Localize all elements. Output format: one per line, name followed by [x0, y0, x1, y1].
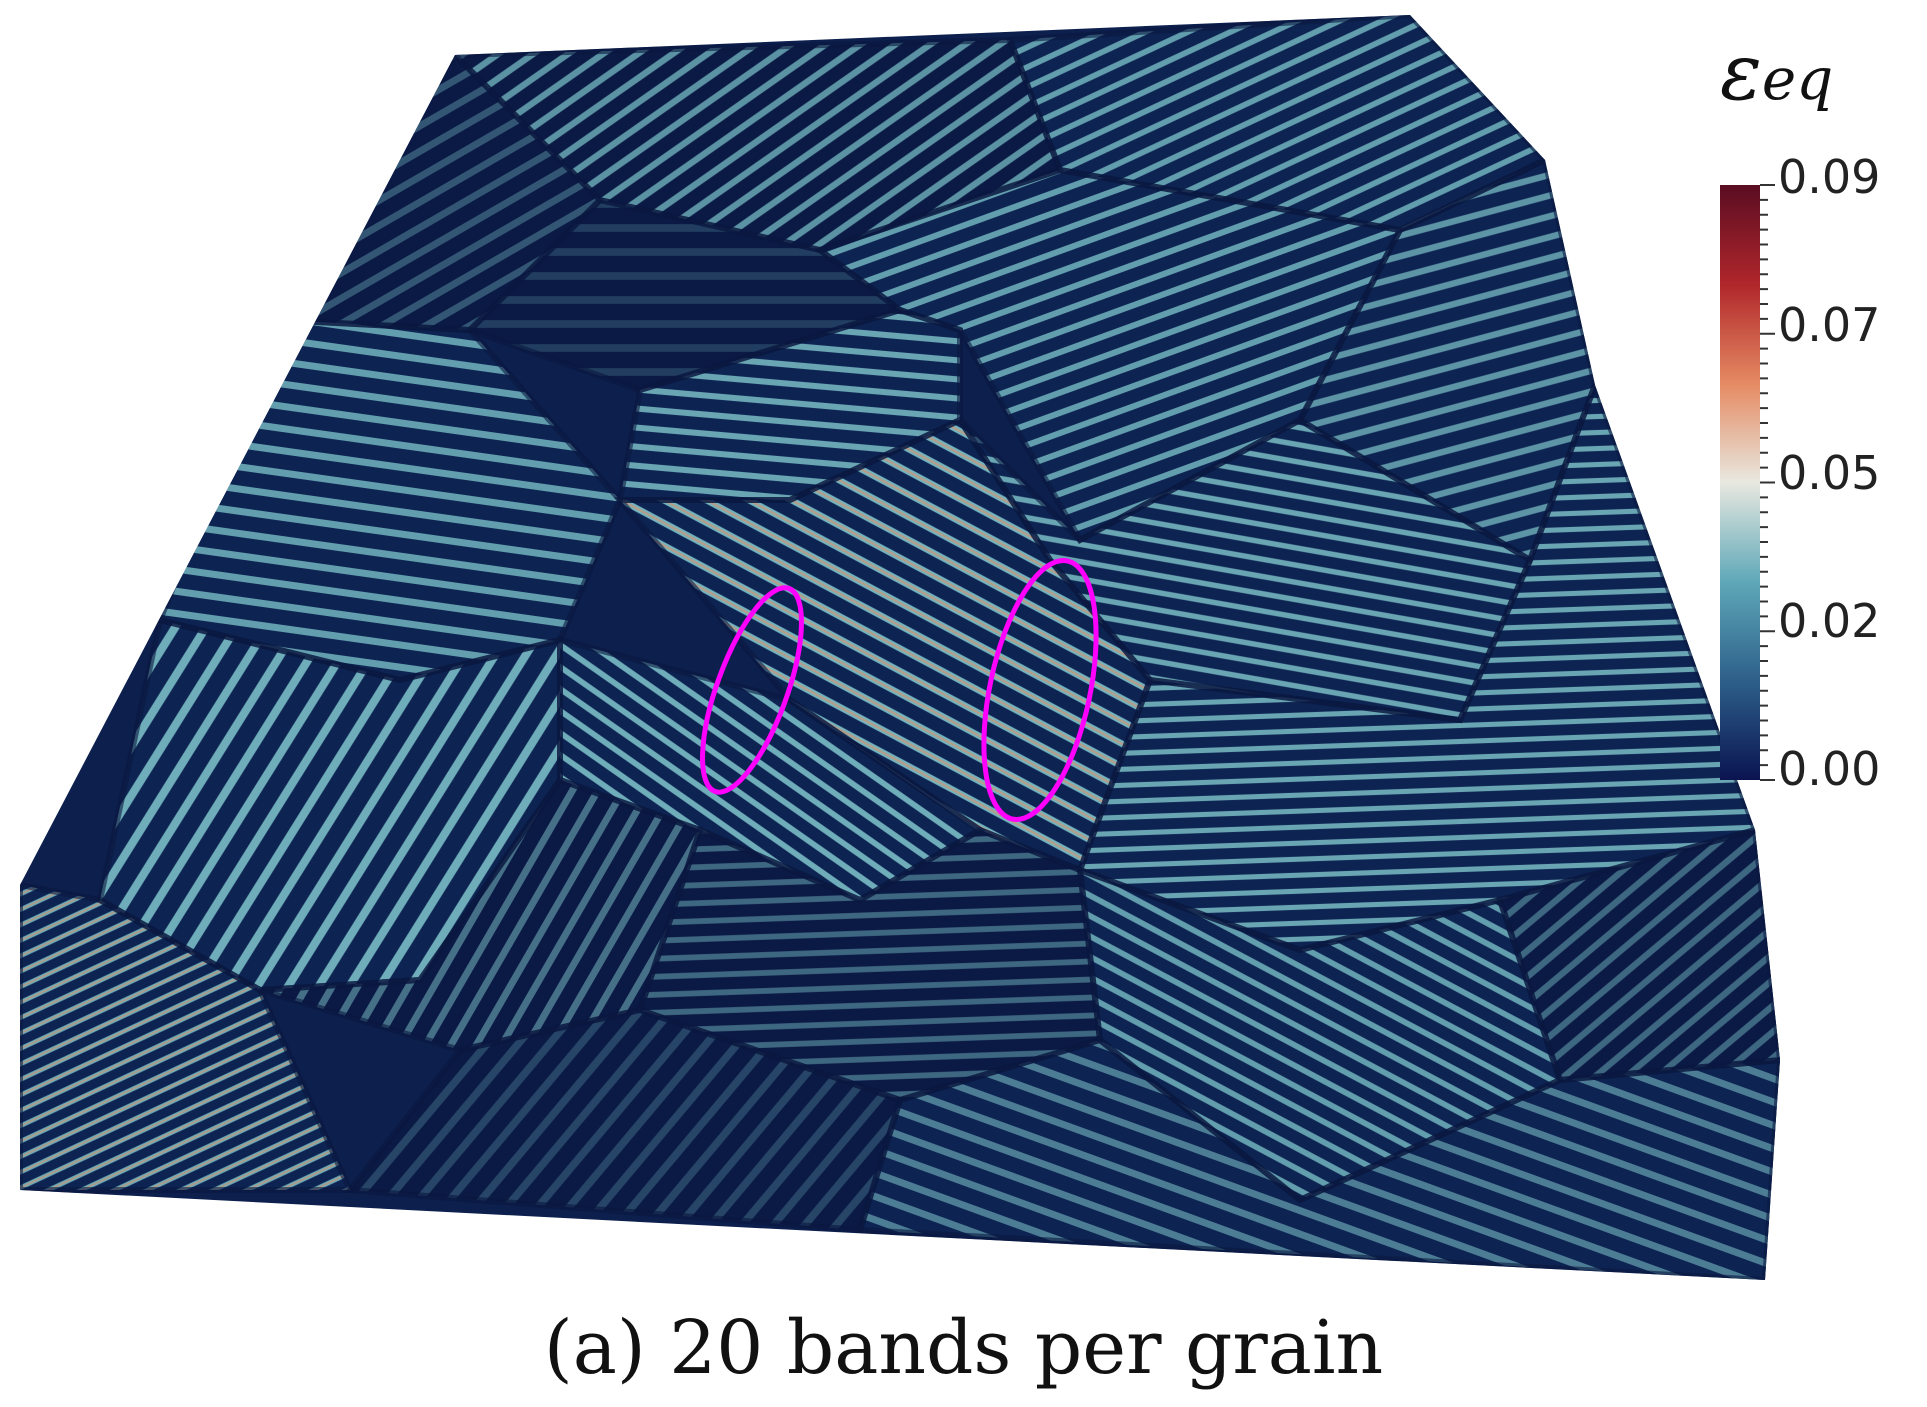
grain-0	[455, 40, 1060, 250]
colorbar-minor-ticks	[1760, 184, 1775, 781]
grain-boundary-19	[856, 1036, 1780, 1280]
grain-9	[620, 420, 1150, 870]
figure-caption: (a) 20 bands per grain	[543, 1305, 1384, 1391]
grain-7	[1300, 160, 1595, 560]
colorbar-tick-4: 0.00	[1778, 742, 1881, 796]
grain-1	[1010, 15, 1545, 230]
grain-18	[1500, 830, 1780, 1080]
grain-13	[260, 780, 700, 1050]
grain-8	[960, 420, 1530, 720]
colorbar-symbol: ε	[1720, 28, 1762, 118]
grain-11	[100, 620, 560, 990]
colorbar-tick-1: 0.07	[1778, 298, 1881, 352]
grain-5	[620, 310, 960, 500]
colorbar-tick-0: 0.09	[1778, 150, 1881, 204]
grain-16	[1080, 385, 1755, 950]
colorbar-title: εeq	[1720, 28, 1833, 118]
colorbar-tick-2: 0.05	[1778, 446, 1881, 500]
grain-6	[160, 320, 620, 680]
grain-10	[560, 640, 980, 900]
highlight-ellipse-right	[981, 557, 1099, 823]
grain-4	[820, 170, 1400, 540]
grain-boundary-18	[1496, 826, 1780, 1084]
grain-19	[860, 1040, 1780, 1280]
grain-14	[640, 830, 1100, 1100]
grain-12	[20, 885, 350, 1190]
grain-15	[350, 1010, 900, 1230]
grain-boundary-12	[20, 881, 355, 1193]
colorbar-ramp	[1720, 185, 1760, 780]
colorbar	[1720, 184, 1775, 781]
colorbar-subscript: eq	[1761, 45, 1834, 113]
highlight-ellipse-left	[700, 585, 804, 795]
colorbar-tick-3: 0.02	[1778, 594, 1881, 648]
